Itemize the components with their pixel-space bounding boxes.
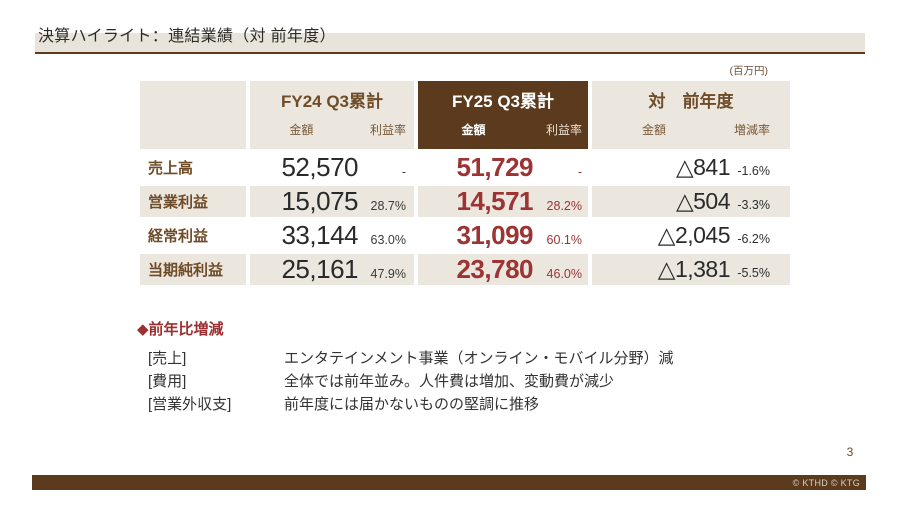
table-corner-cell (140, 81, 246, 149)
note-row-expenses: [費用] 全体では前年並み。人件費は増加、変動費が減少 (137, 370, 674, 393)
sales-fy24-amount: 52,570 (281, 152, 358, 182)
operating-profit-fy24-rate: 28.7% (370, 199, 406, 213)
note-label-sales: [売上] (148, 350, 187, 367)
note-row-sales: [売上] エンタテインメント事業（オンライン・モバイル分野）減 (137, 347, 674, 370)
fy25-group-title: FY25 Q3累計 (451, 92, 555, 111)
fy24-rate-header: 利益率 (369, 123, 406, 137)
ordinary-profit-fy25-cell: 31,099 60.1% (418, 220, 588, 251)
ordinary-profit-yoy-cell: △2,045 -6.2% (592, 220, 790, 251)
slide-title: 決算ハイライト：連結業績（対 前年度） (38, 28, 336, 45)
sales-fy24-cell: 52,570 - (250, 152, 414, 183)
operating-profit-fy25-rate: 28.2% (546, 199, 582, 213)
ordinary-profit-fy25-amount: 31,099 (456, 220, 533, 250)
net-income-fy25-cell: 23,780 46.0% (418, 254, 588, 285)
operating-profit-fy25-amount: 14,571 (456, 186, 533, 216)
fy25-subheader-row: 金額 利益率 (418, 119, 588, 145)
note-row-non-operating: [営業外収支] 前年度には届かないものの堅調に推移 (137, 393, 674, 416)
yoy-amount-header: 金額 (642, 123, 667, 137)
ordinary-profit-yoy-rate: -6.2% (737, 232, 770, 246)
column-group-fy25: FY25 Q3累計 金額 利益率 (418, 81, 588, 149)
ordinary-profit-fy24-rate: 63.0% (370, 233, 406, 247)
ordinary-profit-fy25-rate: 60.1% (546, 233, 582, 247)
row-label-operating-profit: 営業利益 (140, 186, 246, 217)
footer-copyright: © KTHD © KTG (792, 477, 860, 488)
row-label-net-income: 当期純利益 (140, 254, 246, 285)
ordinary-profit-fy24-amount: 33,144 (281, 220, 358, 250)
note-label-expenses: [費用] (148, 373, 187, 390)
operating-profit-yoy-rate: -3.3% (737, 198, 770, 212)
column-group-fy24: FY24 Q3累計 金額 利益率 (250, 81, 414, 149)
sales-fy25-amount: 51,729 (456, 152, 533, 182)
row-label-sales: 売上高 (148, 160, 194, 177)
fy24-subheader-row: 金額 利益率 (250, 119, 414, 145)
net-income-fy24-amount: 25,161 (281, 254, 358, 284)
row-label-ordinary-profit: 経常利益 (148, 228, 209, 245)
yoy-group-title: 対 前年度 (648, 92, 734, 111)
note-label-non-operating: [営業外収支] (148, 396, 232, 413)
note-text-expenses: 全体では前年並み。人件費は増加、変動費が減少 (284, 373, 615, 390)
net-income-yoy-rate: -5.5% (737, 266, 770, 280)
note-text-sales: エンタテインメント事業（オンライン・モバイル分野）減 (284, 350, 674, 367)
net-income-fy24-rate: 47.9% (370, 267, 406, 281)
operating-profit-fy24-amount: 15,075 (281, 186, 358, 216)
operating-profit-yoy-amount: △504 (675, 188, 731, 214)
sales-fy24-rate: - (401, 165, 406, 179)
yoy-rate-header: 増減率 (733, 123, 770, 137)
fy25-amount-header: 金額 (461, 123, 486, 137)
ordinary-profit-fy24-cell: 33,144 63.0% (250, 220, 414, 251)
unit-note: (百万円) (729, 65, 769, 77)
column-group-yoy: 対 前年度 金額 増減率 (592, 81, 790, 149)
note-text-non-operating: 前年度には届かないものの堅調に推移 (284, 396, 540, 413)
title-band (35, 33, 865, 54)
notes-heading: ◆前年比増減 (137, 321, 224, 338)
sales-yoy-cell: △841 -1.6% (592, 152, 790, 183)
operating-profit-fy24-cell: 15,075 28.7% (250, 186, 414, 217)
net-income-yoy-amount: △1,381 (657, 256, 731, 282)
sales-yoy-rate: -1.6% (737, 164, 770, 178)
fy24-amount-header: 金額 (289, 123, 314, 137)
ordinary-profit-yoy-amount: △2,045 (657, 222, 731, 248)
sales-yoy-amount: △841 (675, 154, 731, 180)
footer-bar: © KTHD © KTG (32, 475, 866, 490)
operating-profit-fy25-cell: 14,571 28.2% (418, 186, 588, 217)
sales-fy25-cell: 51,729 - (418, 152, 588, 183)
fy24-group-title: FY24 Q3累計 (280, 92, 384, 111)
net-income-fy25-rate: 46.0% (546, 267, 582, 281)
net-income-yoy-cell: △1,381 -5.5% (592, 254, 790, 285)
financial-results-table: FY24 Q3累計 金額 利益率 FY25 Q3累計 金額 利益率 対 前年度 … (140, 81, 790, 285)
yoy-change-notes: ◆前年比増減 [売上] エンタテインメント事業（オンライン・モバイル分野）減 [… (137, 318, 674, 416)
net-income-fy25-amount: 23,780 (456, 254, 533, 284)
sales-fy25-rate: - (577, 165, 582, 179)
net-income-fy24-cell: 25,161 47.9% (250, 254, 414, 285)
operating-profit-yoy-cell: △504 -3.3% (592, 186, 790, 217)
page-number: 3 (846, 445, 854, 459)
yoy-subheader-row: 金額 増減率 (592, 119, 790, 145)
fy25-rate-header: 利益率 (545, 123, 582, 137)
